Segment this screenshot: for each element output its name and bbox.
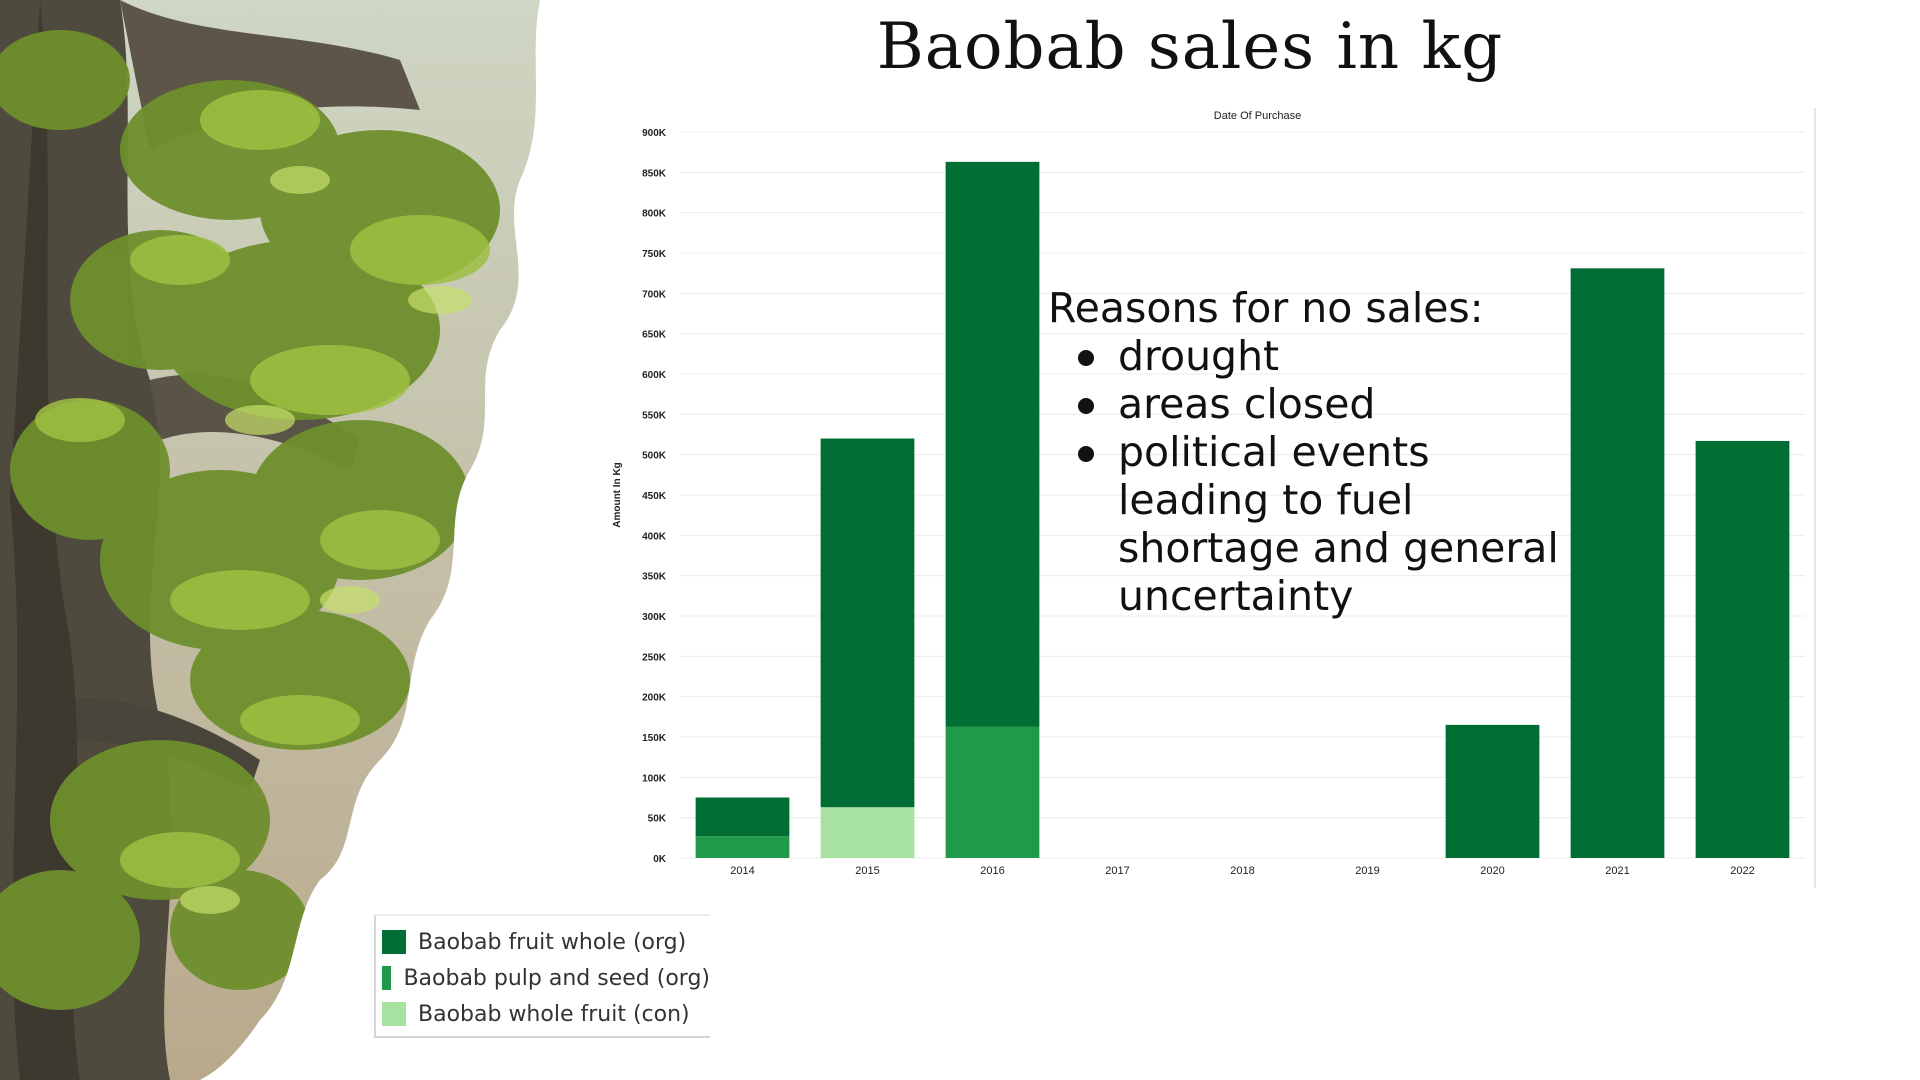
legend-label: Baobab whole fruit (con) [418, 1001, 690, 1027]
x-tick-label: 2015 [855, 865, 879, 877]
chart-legend: Baobab fruit whole (org) Baobab pulp and… [374, 916, 710, 1038]
annotation-heading: Reasons for no sales: [1048, 284, 1484, 332]
y-axis-label: Amount In Kg [612, 462, 623, 528]
annotation-list: drought areas closed political events le… [1048, 332, 1588, 620]
y-tick-label: 100K [642, 773, 667, 784]
chart-canvas: Date Of Purchase 0K 50K 100K 150K 200K 250K 300… [612, 108, 1816, 888]
bar-segment [945, 161, 1040, 727]
bar-segment [945, 726, 1040, 858]
bar-chart: Date Of Purchase 0K 50K 100K 150K 200K 250K 300… [600, 108, 1820, 888]
bar-segment [1445, 724, 1540, 858]
y-tick-label: 300K [642, 612, 667, 623]
y-tick-label: 450K [642, 491, 667, 502]
bar-segment [820, 438, 915, 808]
x-tick-label: 2017 [1105, 865, 1129, 877]
y-tick-label: 600K [642, 370, 667, 381]
legend-swatch [382, 930, 406, 954]
y-tick-label: 500K [642, 451, 667, 462]
y-tick-label: 250K [642, 652, 667, 663]
y-tick-label: 850K [642, 168, 667, 179]
y-tick-label: 150K [642, 733, 667, 744]
bar-segment [1695, 440, 1790, 858]
legend-label: Baobab pulp and seed (org) [403, 965, 710, 991]
y-tick-label: 550K [642, 410, 667, 421]
y-tick-label: 50K [648, 814, 667, 825]
bar-segment [1570, 268, 1665, 858]
x-tick-label: 2018 [1230, 865, 1254, 877]
legend-swatch [382, 1002, 406, 1026]
legend-item-fruit-whole-org: Baobab fruit whole (org) [376, 924, 710, 960]
y-tick-label: 800K [642, 209, 667, 220]
bar-segment [695, 836, 790, 858]
y-tick-label: 900K [642, 128, 667, 139]
bar-segment [820, 807, 915, 858]
annotation-item: areas closed [1078, 380, 1588, 428]
baobab-tree-photo [0, 0, 540, 1080]
legend-swatch [382, 966, 392, 990]
x-tick-label: 2014 [730, 865, 754, 877]
y-tick-label: 650K [642, 330, 667, 341]
x-tick-label: 2022 [1730, 865, 1754, 877]
top-axis-label: Date Of Purchase [1214, 110, 1301, 122]
page-title: Baobab sales in kg [876, 10, 1504, 84]
legend-label: Baobab fruit whole (org) [418, 929, 687, 955]
x-tick-label: 2021 [1605, 865, 1629, 877]
x-tick-label: 2019 [1355, 865, 1379, 877]
x-tick-label: 2020 [1480, 865, 1504, 877]
legend-item-pulp-seed-org: Baobab pulp and seed (org) [376, 960, 710, 996]
legend-item-whole-fruit-con: Baobab whole fruit (con) [376, 996, 710, 1032]
y-tick-label: 750K [642, 249, 667, 260]
y-tick-label: 700K [642, 289, 667, 300]
x-tick-label: 2016 [980, 865, 1004, 877]
y-tick-label: 0K [653, 854, 667, 865]
y-tick-label: 200K [642, 693, 667, 704]
bar-segment [695, 797, 790, 837]
y-tick-label: 350K [642, 572, 667, 583]
annotation-item: political events leading to fuel shortag… [1078, 428, 1588, 620]
annotation-box: Reasons for no sales: drought areas clos… [1048, 284, 1588, 620]
y-tick-label: 400K [642, 531, 667, 542]
annotation-item: drought [1078, 332, 1588, 380]
